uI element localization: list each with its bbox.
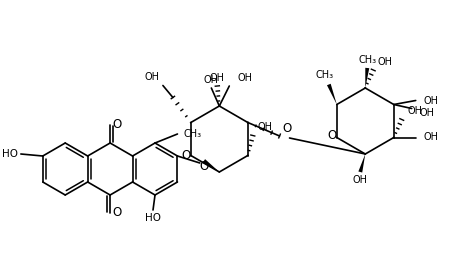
Text: HO: HO [145,213,161,223]
Text: OH: OH [407,107,422,116]
Polygon shape [358,154,364,172]
Text: OH: OH [376,57,391,67]
Text: O: O [281,122,291,134]
Text: OH: OH [237,73,252,83]
Text: O: O [181,149,190,162]
Text: CH₃: CH₃ [315,69,333,80]
Polygon shape [364,68,369,88]
Text: O: O [327,129,336,142]
Text: O: O [112,207,121,220]
Text: CH₃: CH₃ [183,129,201,139]
Text: O: O [112,119,121,132]
Text: O: O [199,161,208,174]
Text: HO: HO [2,149,18,159]
Polygon shape [326,84,336,104]
Text: OH: OH [423,95,438,105]
Text: OH: OH [423,133,438,143]
Text: OH: OH [203,75,218,85]
Text: OH: OH [419,108,434,118]
Text: OH: OH [145,73,160,83]
Text: OH: OH [257,122,272,133]
Text: OH: OH [209,73,224,83]
Text: CH₃: CH₃ [358,55,375,65]
Text: OH: OH [352,175,367,185]
Polygon shape [202,159,219,172]
